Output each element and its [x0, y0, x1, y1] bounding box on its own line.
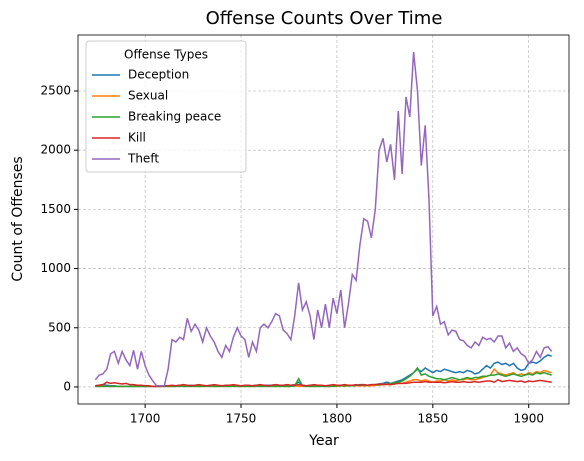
y-tick-label: 1500: [40, 202, 71, 216]
y-tick-label: 500: [48, 320, 71, 334]
legend-label: Sexual: [128, 89, 168, 103]
y-tick-label: 2500: [40, 83, 71, 97]
x-tick-label: 1800: [322, 412, 353, 426]
series-line: [95, 366, 552, 388]
x-axis-label: Year: [308, 433, 339, 449]
chart-title: Offense Counts Over Time: [206, 8, 443, 29]
x-tick-label: 1850: [418, 412, 449, 426]
x-tick-label: 1900: [513, 412, 544, 426]
legend-label: Deception: [128, 68, 189, 82]
x-tick-label: 1700: [130, 412, 161, 426]
legend-label: Breaking peace: [128, 110, 221, 124]
legend-label: Theft: [127, 152, 159, 166]
y-tick-label: 1000: [40, 261, 71, 275]
series-line: [94, 51, 553, 387]
series-line: [95, 378, 552, 388]
legend-label: Kill: [128, 131, 146, 145]
series-line: [95, 368, 552, 388]
legend-title: Offense Types: [124, 48, 208, 62]
plot-frame: [77, 34, 570, 405]
legend-box: [85, 40, 247, 173]
y-tick-label: 0: [63, 379, 71, 393]
y-tick-label: 2000: [40, 143, 71, 157]
y-axis-label: Count of Offenses: [10, 156, 26, 281]
x-tick-label: 1750: [226, 412, 257, 426]
